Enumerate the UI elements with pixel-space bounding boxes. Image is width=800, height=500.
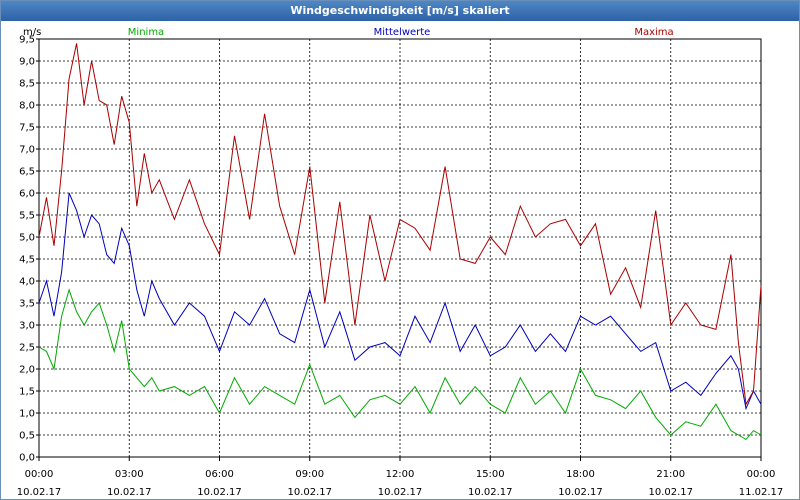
y-tick-label: 5,0	[19, 233, 35, 244]
x-tick-date: 10.02.17	[378, 487, 423, 498]
y-tick-label: 0,5	[19, 431, 35, 442]
x-tick-time: 12:00	[386, 469, 415, 480]
x-tick-time: 21:00	[656, 469, 685, 480]
x-axis: 00:00 10.02.17 03:00 10.02.17 06:00 10.02.17 0…	[17, 457, 784, 498]
legend-maxima: Maxima	[634, 27, 673, 38]
x-tick-date: 11.02.17	[739, 487, 784, 498]
y-axis-label: m/s	[23, 27, 41, 38]
y-tick-label: 8,5	[19, 79, 35, 90]
y-tick-label: 1,5	[19, 387, 35, 398]
x-tick-time: 00:00	[25, 469, 54, 480]
x-tick-date: 10.02.17	[558, 487, 603, 498]
y-tick-label: 2,0	[19, 365, 35, 376]
y-tick-label: 1,0	[19, 409, 35, 420]
y-tick-label: 4,0	[19, 277, 35, 288]
grid-lines	[39, 38, 761, 457]
series-line-maxima	[38, 43, 762, 406]
x-tick-date: 10.02.17	[648, 487, 693, 498]
x-tick-time: 00:00	[747, 469, 776, 480]
y-tick-label: 9,5	[19, 35, 35, 46]
x-tick-date: 10.02.17	[107, 487, 152, 498]
series-line-minima	[38, 288, 762, 441]
y-tick-label: 3,5	[19, 299, 35, 310]
y-tick-label: 2,5	[19, 343, 35, 354]
x-tick-time: 06:00	[205, 469, 234, 480]
x-tick-date: 10.02.17	[197, 487, 242, 498]
y-tick-label: 0,0	[19, 453, 35, 464]
chart-svg: 0,0 0,5 1,0 1,5 2,0 2,5 3,0 3,5 4,0 4,5 5,0 5,5 6,0 6…	[17, 27, 784, 498]
series-line-mittelwerte	[38, 192, 762, 411]
y-tick-label: 7,0	[19, 145, 35, 156]
y-tick-label: 4,5	[19, 255, 35, 266]
y-tick-label: 6,5	[19, 167, 35, 178]
x-tick-date: 10.02.17	[287, 487, 332, 498]
y-tick-label: 9,0	[19, 57, 35, 68]
y-tick-label: 7,5	[19, 123, 35, 134]
y-tick-label: 6,0	[19, 189, 35, 200]
x-tick-date: 10.02.17	[17, 487, 62, 498]
chart-title: Windgeschwindigkeit [m/s] skaliert	[1, 1, 799, 21]
x-tick-time: 09:00	[295, 469, 324, 480]
y-axis: 0,0 0,5 1,0 1,5 2,0 2,5 3,0 3,5 4,0 4,5 5,0 5,5 6,0 6…	[19, 35, 39, 464]
series-lines	[38, 43, 762, 441]
x-tick-date: 10.02.17	[468, 487, 513, 498]
legend-mittelwerte: Mittelwerte	[374, 27, 431, 38]
y-tick-label: 8,0	[19, 101, 35, 112]
legend-minima: Minima	[128, 27, 164, 38]
x-tick-time: 03:00	[115, 469, 144, 480]
y-tick-label: 5,5	[19, 211, 35, 222]
y-tick-label: 3,0	[19, 321, 35, 332]
x-tick-time: 15:00	[476, 469, 505, 480]
x-tick-time: 18:00	[566, 469, 595, 480]
